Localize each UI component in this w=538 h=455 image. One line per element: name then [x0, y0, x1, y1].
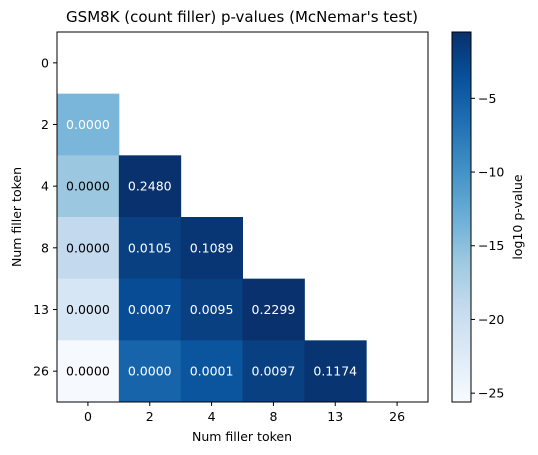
x-axis-ticks: 0 2 4 8 13 26	[84, 402, 405, 424]
plot-frame	[56, 31, 429, 403]
cell-value-label: 0.0000	[66, 364, 110, 379]
colorbar-tick-label: −15	[478, 238, 504, 253]
y-tick-label: 4	[41, 179, 49, 194]
x-tick-label: 0	[84, 409, 92, 424]
cell-value-label: 0.0000	[66, 302, 110, 317]
heatmap-cell	[180, 278, 243, 341]
heatmap-cell	[304, 340, 367, 403]
x-tick-label: 2	[146, 409, 154, 424]
cell-value-label: 0.0097	[252, 364, 296, 379]
cell-value-label: 0.0000	[66, 240, 110, 255]
colorbar-tick-label: −10	[478, 165, 504, 180]
cell-value-label: 0.0000	[66, 117, 110, 132]
heatmap-cell	[57, 278, 120, 341]
heatmap-cell	[118, 340, 182, 403]
colorbar	[451, 31, 472, 403]
heatmap-cell	[242, 340, 305, 403]
heatmap-cell	[118, 278, 182, 341]
y-tick-label: 2	[41, 117, 49, 132]
heatmap-cell	[180, 217, 243, 280]
x-tick-label: 26	[389, 409, 405, 424]
heatmap-cell	[57, 155, 120, 218]
cell-value-label: 0.2299	[252, 302, 296, 317]
cell-value-label: 0.0000	[128, 364, 172, 379]
y-axis-label: Num filler token	[9, 167, 24, 267]
x-tick-label: 8	[269, 409, 277, 424]
colorbar-tick-label: −20	[478, 312, 504, 327]
y-tick-label: 0	[41, 55, 49, 70]
heatmap-cell	[118, 217, 182, 280]
heatmap-cell	[57, 340, 120, 403]
cell-value-label: 0.0000	[66, 179, 110, 194]
cell-value-label: 0.1174	[313, 364, 357, 379]
chart-title: GSM8K (count filler) p-values (McNemar's…	[66, 8, 418, 26]
cell-value-label: 0.0001	[190, 364, 234, 379]
colorbar-label: log10 p-value	[510, 174, 525, 259]
colorbar-tick-label: −25	[478, 386, 504, 401]
heatmap-cells: 0.0000 0.0000 0.2480 0.0000 0.0105 0.1089 0.00…	[57, 93, 367, 403]
y-tick-label: 8	[41, 240, 49, 255]
heatmap-cell	[118, 155, 182, 218]
x-tick-label: 13	[327, 409, 343, 424]
x-tick-label: 4	[208, 409, 216, 424]
cell-value-label: 0.0007	[128, 302, 172, 317]
colorbar-tick-label: −5	[478, 91, 496, 106]
heatmap-cell	[242, 278, 305, 341]
y-tick-label: 13	[33, 302, 49, 317]
y-tick-label: 26	[33, 364, 49, 379]
cell-value-label: 0.0105	[128, 240, 172, 255]
colorbar-ticks: −5 −10 −15 −20 −25	[471, 91, 504, 401]
y-axis-ticks: 0 2 4 8 13 26	[33, 55, 57, 379]
heatmap-cell	[57, 93, 120, 156]
cell-value-label: 0.1089	[190, 240, 234, 255]
cell-value-label: 0.0095	[190, 302, 234, 317]
cell-value-label: 0.2480	[128, 179, 172, 194]
heatmap-cell	[180, 340, 243, 403]
x-axis-label: Num filler token	[192, 429, 292, 444]
heatmap-cell	[57, 217, 120, 280]
